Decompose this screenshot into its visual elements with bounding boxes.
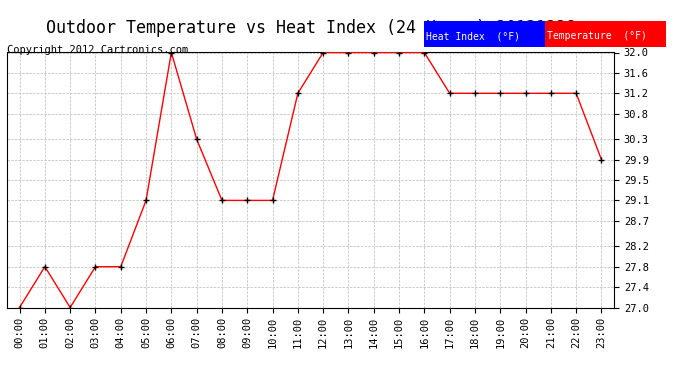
Text: Heat Index  (°F): Heat Index (°F) [426,31,520,41]
Text: Temperature  (°F): Temperature (°F) [547,31,647,41]
Text: Copyright 2012 Cartronics.com: Copyright 2012 Cartronics.com [7,45,188,55]
Text: Outdoor Temperature vs Heat Index (24 Hours) 20121228: Outdoor Temperature vs Heat Index (24 Ho… [46,19,575,37]
